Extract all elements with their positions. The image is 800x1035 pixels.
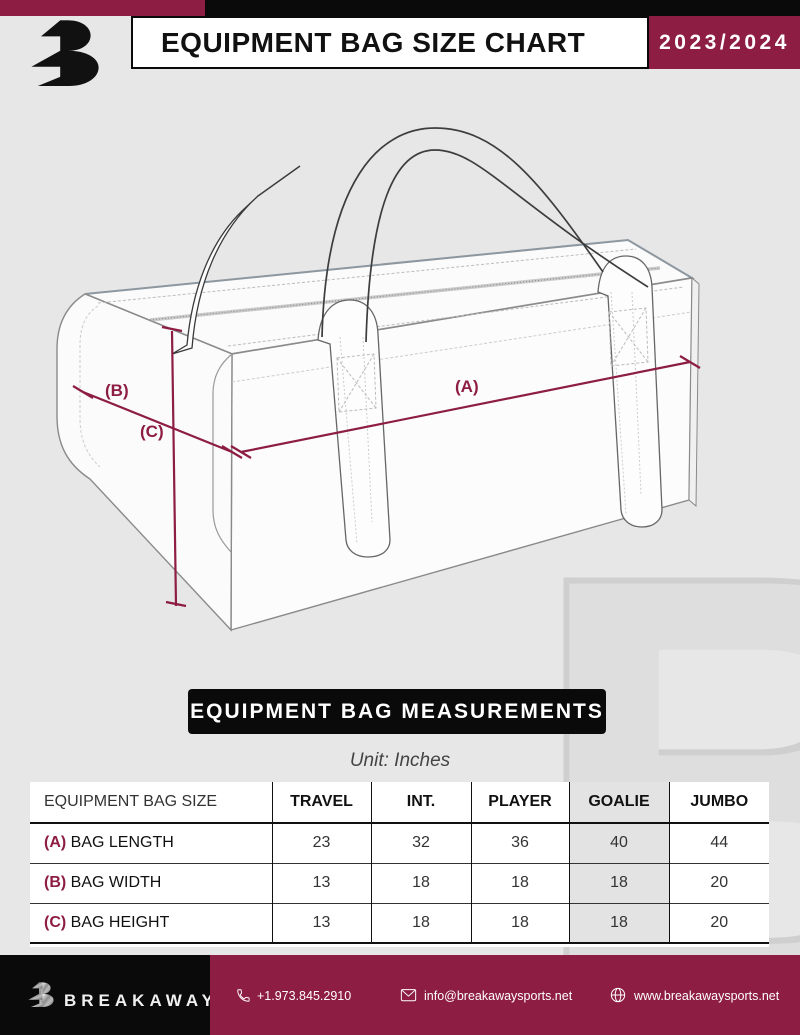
svg-text:(C): (C) xyxy=(140,422,164,441)
svg-text:(B): (B) xyxy=(105,381,129,400)
svg-text:(A): (A) xyxy=(455,377,479,396)
